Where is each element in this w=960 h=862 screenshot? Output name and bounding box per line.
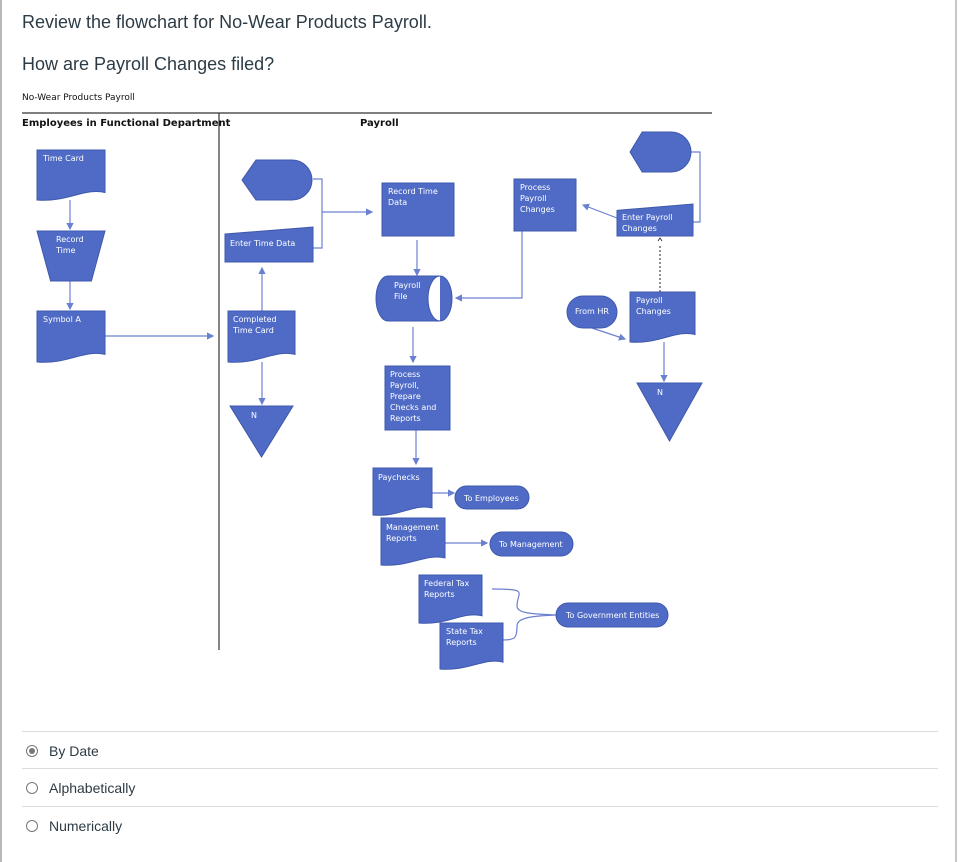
svg-text:Payroll: Payroll	[520, 194, 547, 203]
option-by-date[interactable]: By Date	[22, 731, 938, 769]
shape-enter-payroll-changes: Enter Payroll Changes	[616, 203, 694, 237]
svg-text:Record: Record	[56, 235, 84, 244]
shape-record-time-data: Record Time Data	[381, 182, 455, 237]
option-alphabetically[interactable]: Alphabetically	[22, 768, 938, 806]
svg-text:From HR: From HR	[575, 307, 609, 316]
flowchart-title: No-Wear Products Payroll	[22, 93, 135, 103]
shape-to-management: To Management	[489, 531, 574, 557]
option-label: By Date	[49, 742, 99, 759]
radio-button-selected[interactable]	[26, 744, 38, 757]
svg-text:File: File	[394, 292, 407, 301]
shape-to-government: To Government Entities	[555, 602, 669, 628]
question-text: How are Payroll Changes filed?	[22, 54, 275, 74]
arrowhead	[657, 237, 663, 242]
connector	[454, 231, 523, 302]
shape-record-time: Record Time	[36, 230, 106, 282]
svg-text:To Management: To Management	[498, 540, 563, 549]
connector	[581, 203, 618, 219]
lane-header-employees: Employees in Functional Department	[22, 118, 231, 129]
svg-text:Time Card: Time Card	[232, 326, 274, 335]
shape-federal-tax-reports: Federal Tax Reports	[418, 574, 483, 624]
connectors	[66, 151, 701, 641]
svg-text:State Tax: State Tax	[446, 627, 483, 636]
svg-text:N: N	[657, 388, 663, 397]
svg-text:Reports: Reports	[424, 590, 455, 599]
page-frame-left	[0, 0, 2, 862]
svg-text:Management: Management	[386, 523, 439, 532]
svg-text:Reports: Reports	[386, 534, 417, 543]
svg-text:Time: Time	[55, 246, 76, 255]
svg-text:Changes: Changes	[520, 205, 555, 214]
svg-text:Paychecks: Paychecks	[378, 473, 420, 482]
shape-offline-file-left: N	[229, 405, 294, 458]
svg-text:Time Card: Time Card	[42, 154, 84, 163]
question-intro: Review the flowchart for No-Wear Product…	[22, 12, 432, 32]
svg-text:Prepare: Prepare	[390, 392, 421, 401]
shape-process-payroll-changes: Process Payroll Changes	[513, 178, 577, 232]
svg-text:Changes: Changes	[636, 307, 671, 316]
shape-display-time	[241, 159, 313, 201]
svg-text:Checks and: Checks and	[390, 403, 436, 412]
flowchart: No-Wear Products Payroll Employees in Fu…	[22, 93, 712, 670]
svg-text:N: N	[251, 411, 257, 420]
svg-text:Payroll: Payroll	[636, 296, 663, 305]
svg-text:Changes: Changes	[622, 224, 657, 233]
radio-button[interactable]	[26, 819, 38, 832]
svg-text:Enter Time Data: Enter Time Data	[230, 239, 295, 248]
shape-completed-time-card: Completed Time Card	[227, 310, 296, 363]
option-label: Alphabetically	[49, 779, 136, 796]
svg-text:Process: Process	[390, 370, 420, 379]
lane-header-payroll: Payroll	[360, 118, 399, 129]
svg-text:Process: Process	[520, 183, 550, 192]
shape-payroll-file: Payroll File	[375, 275, 453, 322]
svg-text:Symbol A: Symbol A	[43, 315, 81, 324]
bracket	[691, 151, 701, 223]
shape-process-payroll: Process Payroll, Prepare Checks and Reports	[384, 365, 451, 431]
shape-management-reports: Management Reports	[380, 517, 446, 566]
bracket	[313, 178, 323, 249]
connector	[591, 327, 627, 341]
option-numerically[interactable]: Numerically	[22, 806, 938, 844]
svg-text:To Government Entities: To Government Entities	[565, 611, 659, 620]
shape-paychecks: Paychecks	[372, 467, 433, 516]
svg-text:Enter Payroll: Enter Payroll	[622, 213, 673, 222]
shape-to-employees: To Employees	[454, 485, 530, 510]
svg-text:Completed: Completed	[233, 315, 277, 324]
svg-text:Payroll: Payroll	[394, 281, 421, 290]
shape-display-changes	[629, 131, 692, 173]
svg-text:Reports: Reports	[390, 414, 421, 423]
shape-symbol-a: Symbol A	[36, 310, 106, 363]
shape-enter-time-data: Enter Time Data	[224, 226, 314, 263]
svg-text:Payroll,: Payroll,	[390, 381, 419, 390]
shape-from-hr: From HR	[566, 295, 618, 329]
option-label: Numerically	[49, 817, 123, 834]
radio-button[interactable]	[26, 781, 38, 794]
page-frame-right	[955, 0, 957, 862]
shape-time-card: Time Card	[36, 149, 106, 201]
shape-state-tax-reports: State Tax Reports	[439, 622, 504, 670]
svg-text:Record Time: Record Time	[388, 187, 438, 196]
svg-text:Reports: Reports	[446, 638, 477, 647]
shape-offline-file-right: N	[636, 382, 703, 443]
svg-text:Federal Tax: Federal Tax	[424, 579, 470, 588]
svg-text:Data: Data	[388, 198, 407, 207]
shape-payroll-changes: Payroll Changes	[629, 291, 696, 343]
svg-text:To Employees: To Employees	[463, 494, 519, 503]
